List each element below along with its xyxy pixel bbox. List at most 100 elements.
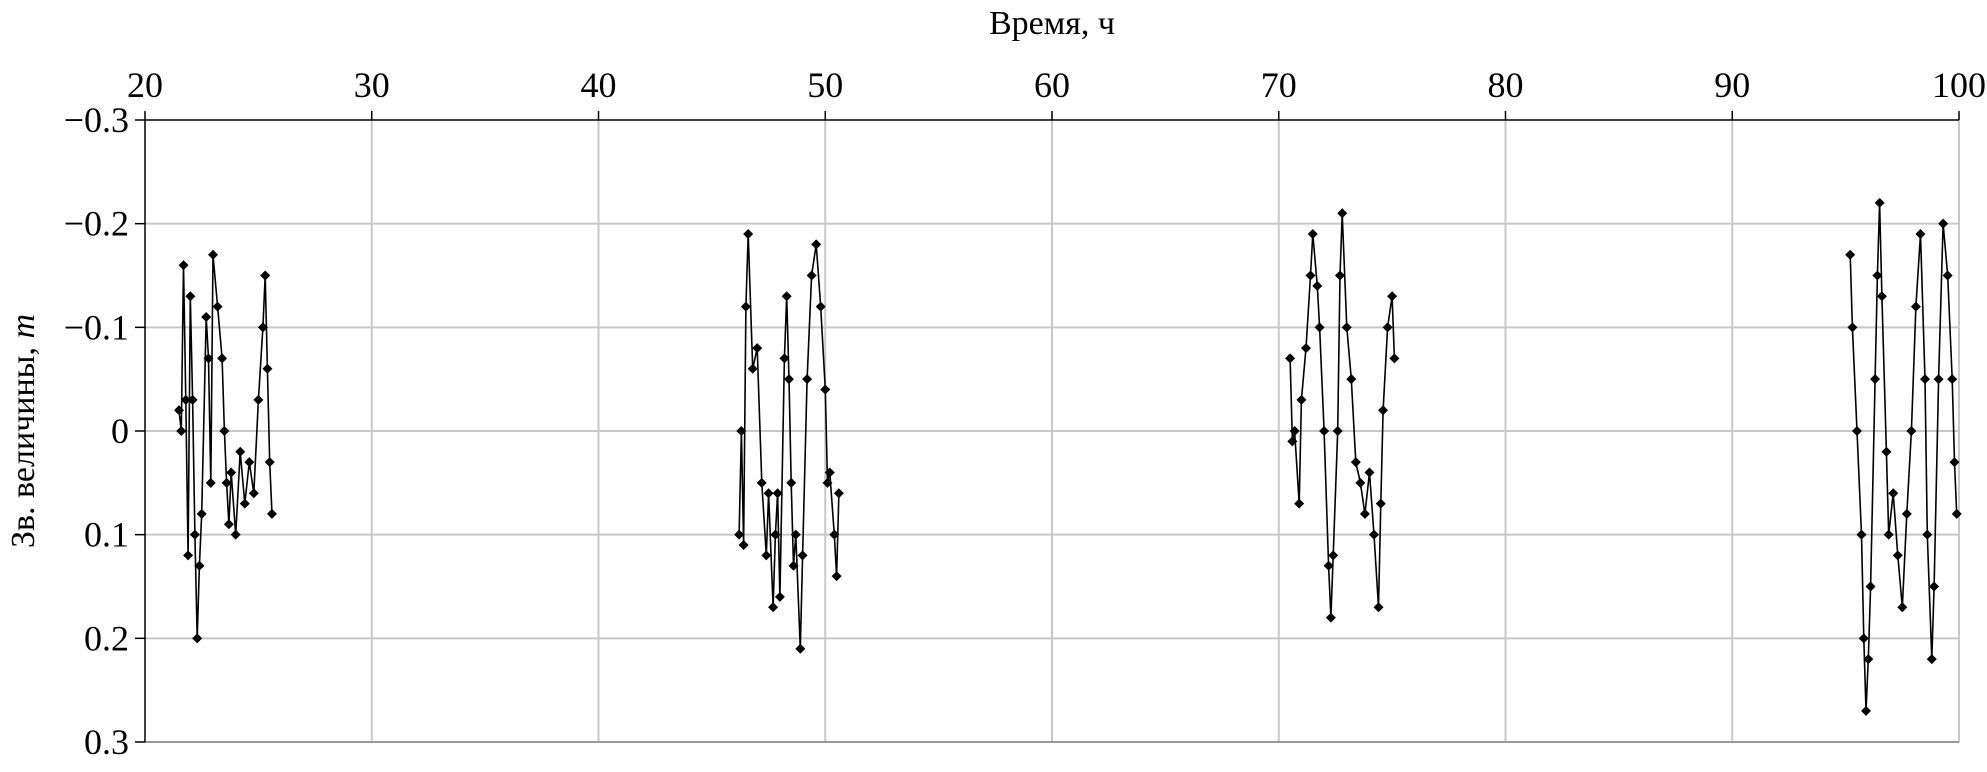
- data-point: [743, 229, 754, 240]
- y-tick-label: −0.1: [64, 307, 129, 347]
- data-point: [811, 239, 822, 250]
- data-point: [223, 519, 234, 530]
- data-point: [187, 394, 198, 405]
- data-point: [786, 477, 797, 488]
- data-point: [239, 498, 250, 509]
- y-axis-label: Зв. величины, m: [5, 314, 42, 548]
- data-point: [761, 550, 772, 561]
- y-tick-label: 0.1: [84, 515, 129, 555]
- data-point: [1881, 446, 1892, 457]
- series-line-3: [1289, 213, 1396, 618]
- data-point: [1296, 394, 1307, 405]
- data-point: [788, 560, 799, 571]
- data-point: [772, 488, 783, 499]
- data-point: [1863, 654, 1874, 665]
- data-point: [208, 249, 219, 260]
- data-point: [783, 374, 794, 385]
- data-point: [1337, 208, 1348, 219]
- data-point: [1332, 426, 1343, 436]
- data-point: [1876, 291, 1887, 302]
- y-tick-label: 0.2: [84, 618, 129, 658]
- data-point: [194, 560, 205, 571]
- data-point: [226, 467, 237, 478]
- data-point: [763, 488, 774, 499]
- y-tick-label: −0.2: [64, 204, 129, 244]
- data-point: [1888, 488, 1899, 499]
- data-point: [768, 602, 779, 613]
- data-point: [1845, 249, 1856, 260]
- data-point: [1312, 280, 1323, 291]
- data-point: [1856, 529, 1867, 540]
- data-point: [264, 457, 275, 468]
- data-point: [203, 353, 214, 364]
- data-point: [1355, 477, 1366, 488]
- data-point: [185, 291, 196, 302]
- data-point: [1373, 602, 1384, 613]
- data-point: [183, 550, 194, 561]
- data-point: [1919, 374, 1930, 385]
- data-point: [1947, 374, 1958, 385]
- data-point: [1951, 508, 1962, 519]
- data-point: [790, 529, 801, 540]
- data-point: [1851, 426, 1862, 436]
- data-point: [217, 353, 228, 364]
- data-point: [806, 270, 817, 281]
- data-point: [1346, 374, 1357, 385]
- data-point: [257, 322, 268, 333]
- data-point: [1368, 529, 1379, 540]
- data-point: [822, 477, 833, 488]
- data-point: [802, 374, 813, 385]
- y-tick-label: −0.3: [64, 100, 129, 140]
- data-point: [738, 540, 749, 551]
- data-point: [1314, 322, 1325, 333]
- data-point: [1334, 270, 1345, 281]
- data-point: [201, 311, 212, 322]
- y-tick-label: 0: [111, 411, 129, 451]
- x-tick-label: 60: [1034, 65, 1070, 105]
- data-point: [774, 591, 785, 602]
- data-point: [1915, 229, 1926, 240]
- x-tick-label: 90: [1714, 65, 1750, 105]
- data-point: [1305, 270, 1316, 281]
- data-point: [770, 529, 781, 540]
- data-point: [736, 426, 747, 436]
- data-point: [196, 508, 207, 519]
- x-tick-labels: 20 30 40 50 60 70 80 90 100: [127, 65, 1986, 105]
- data-point: [820, 384, 831, 395]
- data-point: [1926, 654, 1937, 665]
- data-point: [219, 426, 230, 436]
- data-point: [1359, 508, 1370, 519]
- x-tick-label: 70: [1261, 65, 1297, 105]
- data-point: [189, 529, 200, 540]
- data-point: [831, 571, 842, 582]
- data-point: [1883, 529, 1894, 540]
- data-point: [824, 467, 835, 478]
- x-tick-label: 50: [807, 65, 843, 105]
- data-point: [1910, 301, 1921, 312]
- data-point: [797, 550, 808, 561]
- data-point: [1387, 291, 1398, 302]
- data-point: [1375, 498, 1386, 509]
- data-point: [1847, 322, 1858, 333]
- data-point: [1938, 218, 1949, 229]
- data-point: [1389, 353, 1400, 364]
- data-point: [1874, 197, 1885, 208]
- data-point: [1328, 550, 1339, 561]
- data-point: [262, 363, 273, 374]
- data-point: [829, 529, 840, 540]
- data-point: [1382, 322, 1393, 333]
- x-tick-label: 40: [581, 65, 617, 105]
- data-point: [1906, 426, 1917, 436]
- data-point: [176, 426, 187, 436]
- axes: [135, 111, 1960, 743]
- data-point: [180, 394, 191, 405]
- data-point: [815, 301, 826, 312]
- data-point: [740, 301, 751, 312]
- data-point: [779, 353, 790, 364]
- data-point: [1378, 405, 1389, 416]
- data-point: [1861, 705, 1872, 716]
- data-point: [1341, 322, 1352, 333]
- data-point: [230, 529, 241, 540]
- y-tick-labels: −0.3 −0.2 −0.1 0 0.1 0.2 0.3: [64, 100, 129, 762]
- data-point: [1364, 467, 1375, 478]
